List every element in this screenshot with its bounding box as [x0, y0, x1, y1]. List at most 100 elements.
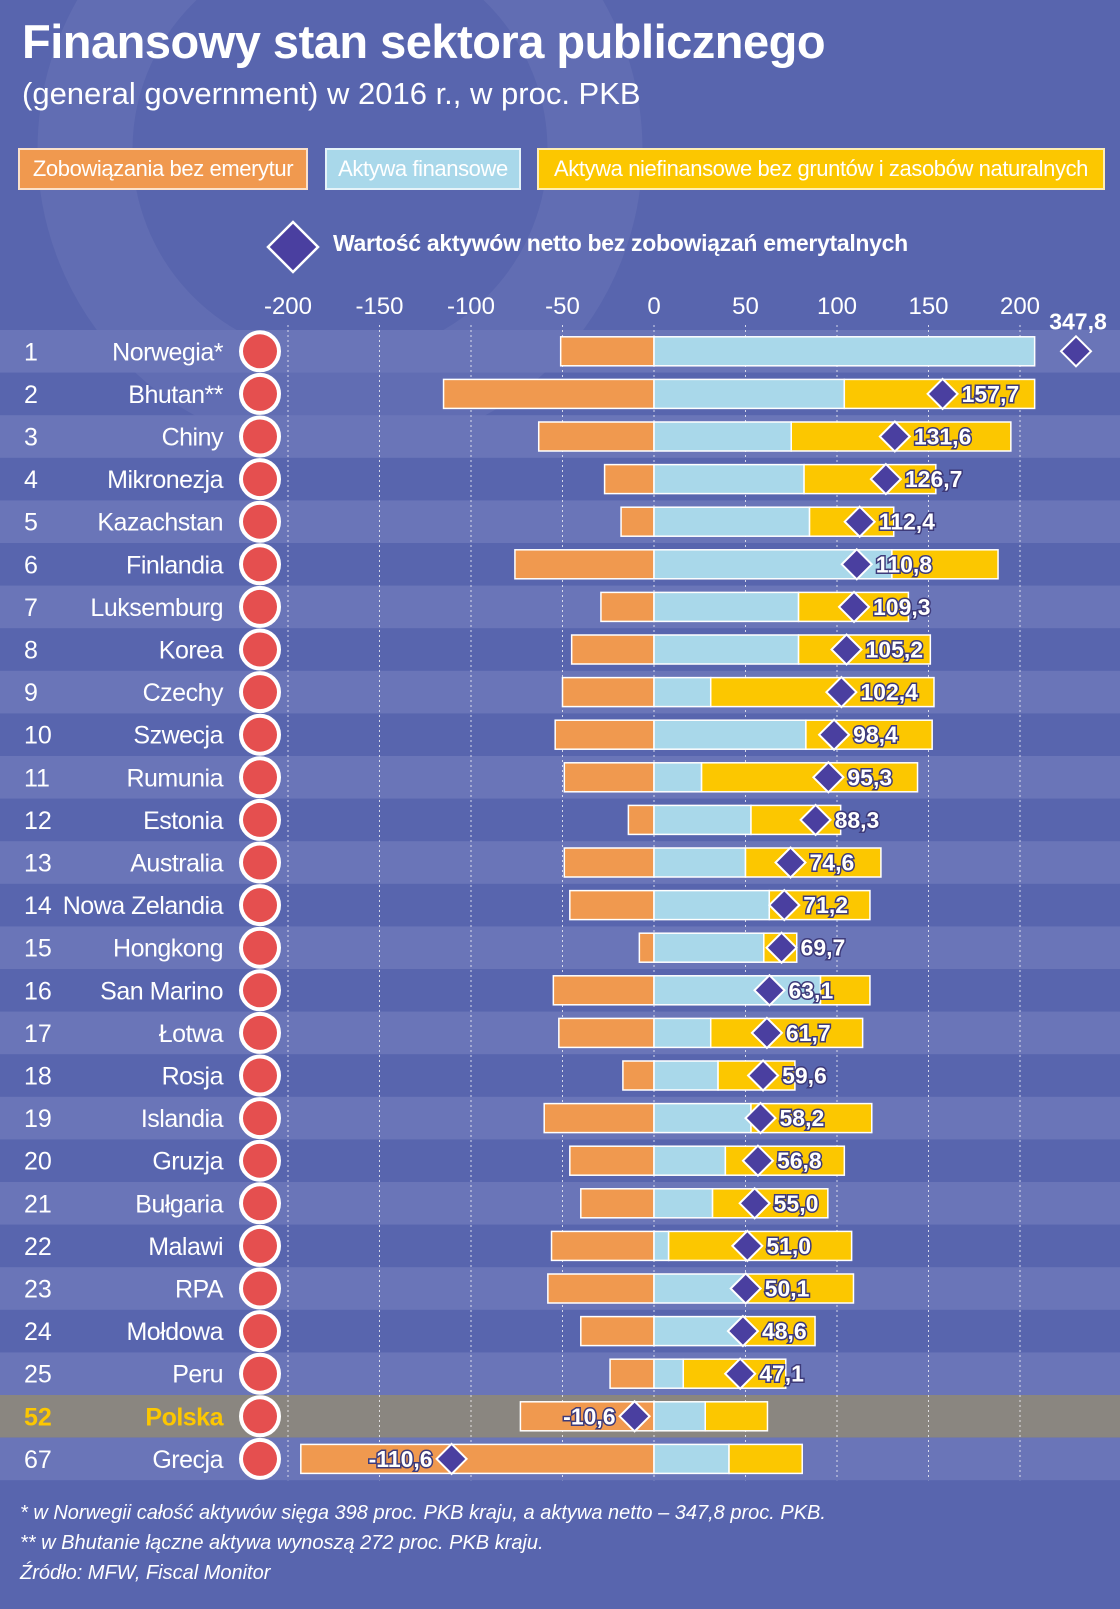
net-value-label: 58,2 [780, 1105, 825, 1131]
bulgaria-flag-fill [243, 1186, 277, 1221]
net-value-diamond [843, 505, 877, 539]
nonfinancial-assets-bar [728, 1443, 803, 1475]
russia-flag-fill [243, 1058, 277, 1093]
financial-assets-bar [653, 932, 765, 963]
net-value-label: 56,8 [777, 1148, 822, 1174]
south-africa-flag-fill [243, 1271, 277, 1306]
liabilities-bar [558, 1017, 655, 1049]
legend-financial-assets: Aktywa finansowe [325, 148, 521, 190]
hongkong-flag-fill [243, 930, 277, 965]
net-value-diamond [840, 547, 874, 581]
row-background [0, 756, 1120, 799]
net-value-label: 95,3 [847, 764, 892, 790]
net-value-label: 71,2 [803, 892, 848, 918]
financial-assets-bar [653, 762, 703, 793]
rank-label: 22 [24, 1233, 52, 1261]
liabilities-bar [552, 975, 655, 1006]
norway-flag-fill [243, 334, 277, 369]
net-value-diamond [746, 1059, 780, 1092]
finland-flag-fill [243, 547, 277, 582]
rank-label: 7 [24, 594, 38, 622]
financial-assets-bar [653, 463, 805, 495]
financial-assets-bar [653, 975, 822, 1006]
rank-label: 25 [24, 1361, 52, 1389]
x-tick-label: 100 [817, 293, 857, 320]
country-label: Malawi [148, 1233, 223, 1261]
net-value-label: 69,7 [801, 935, 846, 961]
nonfinancial-assets-bar [700, 762, 919, 793]
row-background [0, 926, 1120, 969]
poland-flag-fill [243, 1399, 277, 1434]
net-value-diamond [765, 931, 798, 965]
liabilities-bar [300, 1443, 655, 1475]
net-value-diamond [738, 1186, 772, 1220]
nonfinancial-assets-bar [709, 1017, 864, 1049]
rank-label: 9 [24, 679, 38, 707]
country-label: Peru [172, 1361, 223, 1389]
rank-label: 21 [24, 1190, 52, 1218]
x-tick-label: -50 [545, 293, 580, 320]
x-tick-label: -150 [355, 293, 403, 320]
net-value-diamond [1059, 334, 1093, 368]
row-background [0, 841, 1120, 884]
rank-label: 11 [24, 764, 50, 792]
net-value-diamond [730, 1229, 764, 1263]
financial-assets-bar [653, 634, 800, 665]
latvia-flag-fill [243, 1015, 277, 1050]
net-value-label: 157,7 [962, 381, 1020, 407]
financial-assets-bar [653, 1230, 670, 1262]
net-value-label: 126,7 [905, 466, 963, 492]
net-value-diamond [741, 1144, 775, 1178]
financial-assets-bar [653, 1145, 727, 1176]
rank-label: 2 [24, 381, 38, 409]
liabilities-bar [638, 932, 655, 963]
legend-nonfinancial-assets: Aktywa niefinansowe bez gruntów i zasobó… [537, 148, 1105, 190]
rank-label: 6 [24, 551, 38, 579]
new-zealand-flag-fill [243, 888, 277, 923]
footnote-bhutan: ** w Bhutanie łączne aktywa wynoszą 272 … [20, 1532, 544, 1554]
country-label: San Marino [100, 977, 223, 1005]
country-label: Australia [130, 850, 223, 878]
net-value-label: 347,8 [1049, 308, 1107, 334]
rank-label: 3 [24, 424, 38, 452]
country-label: Estonia [143, 807, 223, 835]
country-label: Chiny [162, 424, 224, 452]
net-value-diamond [744, 1101, 777, 1135]
liabilities-bar [442, 378, 655, 410]
net-value-diamond [817, 718, 851, 752]
legend-net-value: Wartość aktywów netto bez zobowiązań eme… [333, 230, 908, 256]
financial-assets-bar [653, 1358, 685, 1389]
liabilities-bar [554, 719, 655, 750]
rank-label: 18 [24, 1063, 52, 1091]
rank-label: 5 [24, 509, 38, 537]
financial-assets-bar [653, 1017, 712, 1049]
net-value-diamond [774, 846, 807, 879]
country-label: Łotwa [159, 1020, 224, 1048]
liabilities-bar [514, 549, 655, 580]
malawi-flag-fill [243, 1228, 277, 1263]
micronesia-flag-fill [243, 462, 277, 497]
financial-assets-bar [653, 1443, 730, 1475]
net-value-label: 63,1 [788, 977, 833, 1003]
nonfinancial-assets-bar [891, 549, 999, 580]
net-value-label: 61,7 [786, 1020, 831, 1046]
estonia-flag-fill [243, 802, 277, 837]
footnote-source: Źródło: MFW, Fiscal Monitor [20, 1562, 271, 1584]
net-value-label: 48,6 [762, 1318, 807, 1344]
rank-label: 52 [24, 1403, 52, 1431]
net-value-diamond [878, 420, 912, 453]
australia-flag-fill [243, 845, 277, 880]
rank-label: 15 [24, 935, 52, 963]
nonfinancial-assets-bar [711, 1188, 829, 1219]
san-marino-flag-fill [243, 973, 277, 1008]
bhutan-flag-fill [243, 376, 277, 411]
net-value-label: -10,6 [563, 1403, 615, 1429]
liabilities-bar [580, 1188, 655, 1219]
liabilities-bar [580, 1315, 655, 1347]
net-value-label: 131,6 [914, 424, 972, 450]
financial-assets-bar [653, 336, 1036, 367]
x-tick-label: -100 [447, 293, 495, 320]
footnote-norway: * w Norwegii całość aktywów sięga 398 pr… [20, 1502, 826, 1524]
net-value-diamond [824, 675, 858, 709]
country-label: Gruzja [152, 1148, 223, 1176]
